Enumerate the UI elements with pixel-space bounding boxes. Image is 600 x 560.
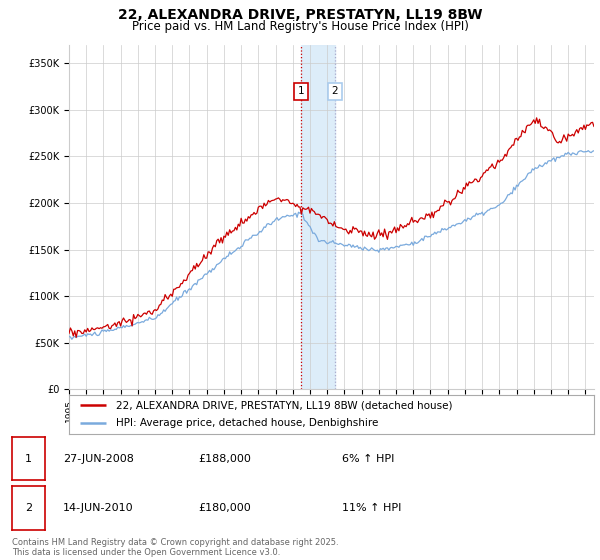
- Text: 1: 1: [25, 454, 32, 464]
- Text: 14-JUN-2010: 14-JUN-2010: [63, 503, 134, 513]
- Text: £180,000: £180,000: [198, 503, 251, 513]
- Bar: [301, 45, 335, 389]
- Text: 2: 2: [25, 503, 32, 513]
- Text: 22, ALEXANDRA DRIVE, PRESTATYN, LL19 8BW (detached house): 22, ALEXANDRA DRIVE, PRESTATYN, LL19 8BW…: [116, 400, 453, 410]
- Text: 6% ↑ HPI: 6% ↑ HPI: [342, 454, 394, 464]
- Text: 1: 1: [298, 86, 305, 96]
- Text: HPI: Average price, detached house, Denbighshire: HPI: Average price, detached house, Denb…: [116, 418, 379, 428]
- Text: 11% ↑ HPI: 11% ↑ HPI: [342, 503, 401, 513]
- Text: Contains HM Land Registry data © Crown copyright and database right 2025.
This d: Contains HM Land Registry data © Crown c…: [12, 538, 338, 557]
- Text: Price paid vs. HM Land Registry's House Price Index (HPI): Price paid vs. HM Land Registry's House …: [131, 20, 469, 32]
- Text: 27-JUN-2008: 27-JUN-2008: [63, 454, 134, 464]
- Text: £188,000: £188,000: [198, 454, 251, 464]
- Text: 22, ALEXANDRA DRIVE, PRESTATYN, LL19 8BW: 22, ALEXANDRA DRIVE, PRESTATYN, LL19 8BW: [118, 8, 482, 22]
- Text: 2: 2: [332, 86, 338, 96]
